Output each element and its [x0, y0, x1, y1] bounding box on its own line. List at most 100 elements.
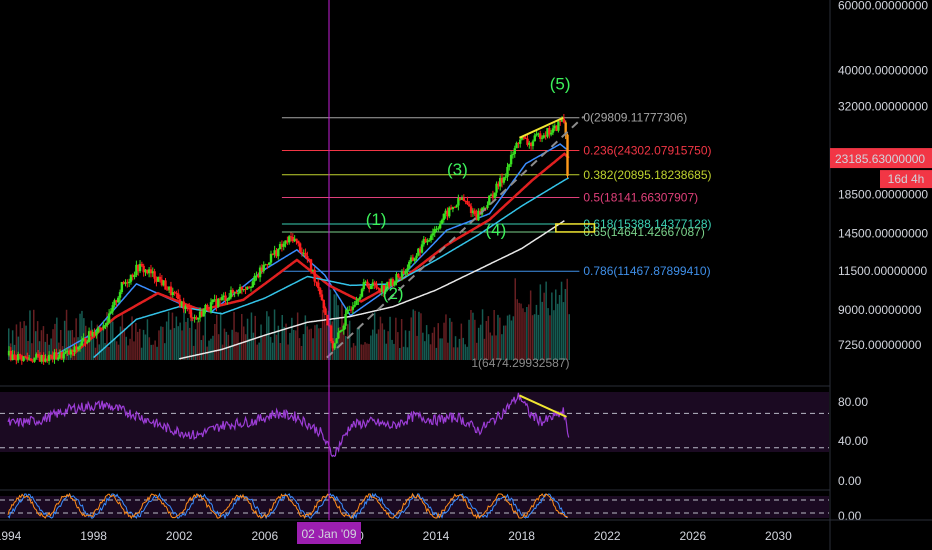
volume-bar	[512, 316, 515, 360]
candle-body	[475, 214, 478, 221]
volume-bar	[364, 342, 366, 360]
candle-body	[166, 289, 169, 291]
volume-bar	[504, 325, 507, 360]
candle-body	[93, 331, 96, 336]
drawings[interactable]	[326, 115, 596, 359]
candle-body	[537, 133, 540, 135]
volume-bar	[36, 321, 39, 360]
volume-bar	[354, 345, 357, 360]
volume-bar	[566, 278, 568, 360]
candle-body	[313, 269, 316, 282]
candle-body	[529, 142, 533, 147]
volume-bar	[451, 321, 453, 360]
volume-bar	[29, 310, 31, 360]
volume-bar	[447, 342, 449, 360]
volume-bar	[54, 323, 56, 360]
price-candles	[7, 114, 569, 365]
candle-body	[229, 290, 233, 298]
volume-bar	[63, 320, 66, 360]
candle-body	[482, 207, 486, 209]
support-box[interactable]	[555, 223, 596, 233]
candle-body	[35, 354, 38, 358]
candle-body	[448, 207, 451, 217]
elliott-wave-label: (4)	[486, 221, 507, 240]
dashed-trendline[interactable]	[326, 115, 585, 359]
candle-body	[180, 301, 184, 307]
candle-body	[451, 207, 455, 210]
candle-body	[215, 299, 218, 307]
candle-body	[253, 275, 256, 282]
wave5-trendline[interactable]	[519, 116, 564, 139]
rsi-band	[0, 392, 829, 452]
volume-bar	[264, 335, 266, 360]
candle-body	[260, 267, 264, 272]
candle-body	[11, 354, 14, 361]
volume-bar	[493, 310, 495, 360]
candle-body	[209, 302, 213, 311]
candle-body	[533, 135, 536, 142]
candle-body	[548, 128, 551, 135]
volume-bar	[177, 326, 179, 360]
candle-body	[315, 281, 318, 283]
volume-bar	[539, 284, 542, 360]
candle-body	[453, 207, 456, 209]
candle-body	[306, 256, 309, 260]
volume-bar	[44, 341, 47, 360]
volume-bar	[420, 313, 422, 360]
volume-bar	[60, 330, 62, 360]
volume-bar	[456, 347, 459, 360]
volume-bar	[119, 326, 122, 360]
volume-bar	[285, 323, 287, 360]
volume-bar	[558, 295, 561, 360]
candle-body	[226, 299, 229, 301]
volume-bar	[339, 327, 341, 360]
volume-bar	[113, 338, 116, 360]
volume-bar	[248, 338, 251, 360]
candle-body	[298, 243, 302, 253]
candle-body	[257, 275, 260, 278]
candle-body	[187, 307, 191, 310]
volume-bar	[277, 325, 280, 360]
candle-body	[127, 281, 131, 283]
candle-body	[462, 198, 466, 201]
candle-body	[417, 248, 420, 256]
candle-body	[177, 293, 180, 300]
price-tick-label: 40000.00000000	[838, 63, 928, 77]
rsi-divergence-line[interactable]	[519, 394, 567, 418]
volume-bar	[520, 303, 522, 360]
candle-body	[457, 198, 460, 206]
time-axis[interactable]: 1994199820022006201020142018202220262030…	[0, 522, 792, 544]
candle-body	[200, 311, 204, 317]
candle-body	[69, 349, 73, 355]
volume-bar	[35, 331, 37, 360]
volume-bar	[318, 328, 320, 360]
candle-body	[559, 121, 562, 123]
candle-body	[122, 281, 125, 284]
candle-body	[78, 345, 82, 348]
volume-bar	[117, 344, 120, 360]
candle-body	[340, 330, 344, 332]
stoch-pane: 0.00	[0, 492, 862, 523]
candle-body	[488, 195, 491, 206]
volume-bar	[454, 336, 457, 360]
volume-bar	[308, 329, 310, 360]
volume-bar	[514, 278, 516, 360]
candle-body	[528, 142, 531, 145]
candle-body	[333, 343, 336, 349]
volume-bar	[237, 332, 239, 360]
candle-body	[197, 317, 200, 320]
candle-body	[540, 137, 544, 139]
price-axis[interactable]: 60000.00000000 40000.00000000 32000.000000…	[838, 0, 928, 352]
candle-body	[300, 252, 304, 254]
candle-body	[542, 135, 546, 138]
volume-bar	[491, 335, 493, 360]
elliott-wave-label: (1)	[366, 210, 387, 229]
candle-body	[329, 325, 333, 342]
candle-body	[73, 346, 76, 352]
candle-body	[511, 154, 515, 156]
volume-bar	[549, 315, 551, 360]
volume-bar	[173, 328, 176, 360]
volume-bar	[466, 346, 468, 360]
stoch-band	[0, 496, 829, 518]
